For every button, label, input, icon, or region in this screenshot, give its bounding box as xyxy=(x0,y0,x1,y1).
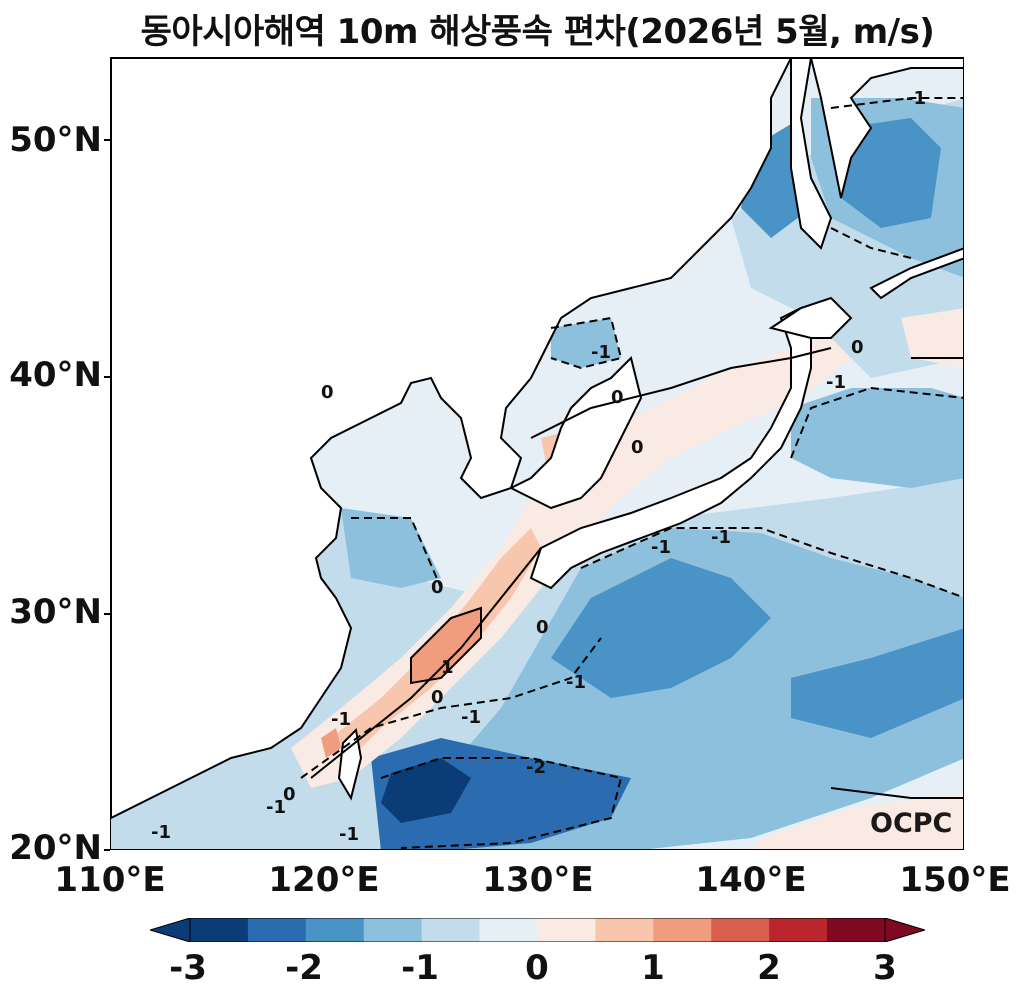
contour-label: -1 xyxy=(651,537,671,558)
colorbar-cell xyxy=(537,918,596,942)
anomaly-fill-medium-blue xyxy=(551,558,771,698)
colorbar-cell xyxy=(595,918,654,942)
contour-label: 0 xyxy=(283,784,296,805)
zero-contours xyxy=(310,347,963,799)
anomaly-fill-darkest-blue xyxy=(381,758,471,823)
colorbar-cell xyxy=(479,918,538,942)
contour-label: 0 xyxy=(611,387,624,408)
anomaly-fill-salmon-taiwan xyxy=(321,728,341,758)
map-title: 동아시아해역 10m 해상풍속 편차(2026년 5월, m/s) xyxy=(140,12,935,52)
colorbar-cell xyxy=(363,918,423,942)
colorbar-tick-label: 1 xyxy=(641,948,665,988)
lon-label-110: 110°E xyxy=(54,860,166,900)
lat-label-50: 50°N xyxy=(9,120,102,160)
anomaly-fill-salmon xyxy=(411,608,481,683)
colorbar-tick-label: -3 xyxy=(169,948,207,988)
lat-tick xyxy=(104,139,110,141)
land-siberia-east xyxy=(809,58,963,199)
contour-neg1-okhotsk xyxy=(830,227,912,259)
contour-neg1-west xyxy=(351,517,442,589)
land-kuril xyxy=(869,247,963,300)
colorbar-tick-label: 3 xyxy=(873,948,897,988)
contour-neg1-southwest xyxy=(300,637,602,779)
land-korea xyxy=(508,356,643,510)
contour-label: -1 xyxy=(266,797,286,818)
contour-label-group: -1 0 -1 0 0 -1 -1 0 -1 1 0 -1 0 -1 -1 -2… xyxy=(151,88,926,845)
contour-label: 0 xyxy=(631,437,644,458)
lon-label-120: 120°E xyxy=(268,860,380,900)
anomaly-fill-medium-blue-east xyxy=(791,628,963,738)
anomaly-fill-blue-yellowsea xyxy=(551,318,621,368)
colorbar-cell xyxy=(653,918,712,942)
colorbar-tick-label: 2 xyxy=(757,948,781,988)
contour-neg1-east xyxy=(790,386,963,459)
contour-label: 0 xyxy=(431,687,444,708)
colorbar-tick-label: -1 xyxy=(401,948,439,988)
lat-tick xyxy=(104,376,110,378)
colorbar-cell xyxy=(711,918,770,942)
colorbar-cell xyxy=(190,918,249,942)
colorbar-cell xyxy=(827,918,886,942)
lat-label-30: 30°N xyxy=(9,592,102,632)
land-japan xyxy=(529,306,812,590)
anomaly-fill-medium-blue-north xyxy=(841,118,941,228)
colorbar-outline xyxy=(189,918,886,942)
contour-zero-east xyxy=(830,787,963,799)
contour-label: 0 xyxy=(536,617,549,638)
lat-tick xyxy=(104,849,110,851)
wind-anomaly-map: -1 0 -1 0 0 -1 -1 0 -1 1 0 -1 0 -1 -1 -2… xyxy=(111,58,963,849)
contour-neg1-north xyxy=(830,97,963,109)
lat-tick xyxy=(104,613,110,615)
contour-label: -1 xyxy=(151,822,171,843)
map-panel: -1 0 -1 0 0 -1 -1 0 -1 1 0 -1 0 -1 -1 -2… xyxy=(110,57,964,850)
lon-label-150: 150°E xyxy=(899,860,1011,900)
colorbar-cell xyxy=(421,918,481,942)
colorbar-cell xyxy=(769,918,828,942)
contour-label: -1 xyxy=(339,824,359,845)
lat-label-20: 20°N xyxy=(9,828,102,868)
colorbar-cell xyxy=(247,918,307,942)
colorbar-tick-label: 0 xyxy=(525,948,549,988)
contour-zero-loop xyxy=(410,606,482,685)
anomaly-fill-pink-southeast xyxy=(752,793,963,849)
contour-label: 0 xyxy=(431,577,444,598)
colorbar-tick-label: -2 xyxy=(285,948,323,988)
colorbar xyxy=(150,918,925,942)
colorbar-cell xyxy=(305,918,365,942)
contour-label: -1 xyxy=(826,372,846,393)
ocpc-watermark: OCPC xyxy=(870,808,953,839)
contour-label: -1 xyxy=(711,527,731,548)
lon-label-130: 130°E xyxy=(482,860,594,900)
contour-neg1-south xyxy=(580,527,963,599)
contour-label: -1 xyxy=(461,707,481,728)
lat-label-40: 40°N xyxy=(9,355,102,395)
contour-label: -1 xyxy=(591,342,611,363)
land-sakhalin-hokkaido xyxy=(768,58,853,339)
contour-neg1-yellowsea xyxy=(550,316,623,370)
contour-zero-band-south xyxy=(310,547,542,779)
contour-label: -2 xyxy=(526,757,546,778)
anomaly-fill-pink-east xyxy=(901,308,963,368)
contour-label: 0 xyxy=(851,337,864,358)
contour-label: 1 xyxy=(441,657,454,678)
contour-label: 0 xyxy=(321,382,334,403)
contour-label: -1 xyxy=(906,88,926,109)
contour-label: -1 xyxy=(331,709,351,730)
colorbar-left-arrow xyxy=(150,918,191,942)
colorbar-cells xyxy=(190,918,886,942)
lon-label-140: 140°E xyxy=(695,860,807,900)
contour-label: -1 xyxy=(566,672,586,693)
contour-zero-band-north xyxy=(530,347,832,439)
negative-contours xyxy=(300,97,963,849)
anomaly-fill-blue-east xyxy=(791,388,963,488)
colorbar-right-arrow xyxy=(884,918,925,942)
land-mainland-china xyxy=(111,58,793,820)
